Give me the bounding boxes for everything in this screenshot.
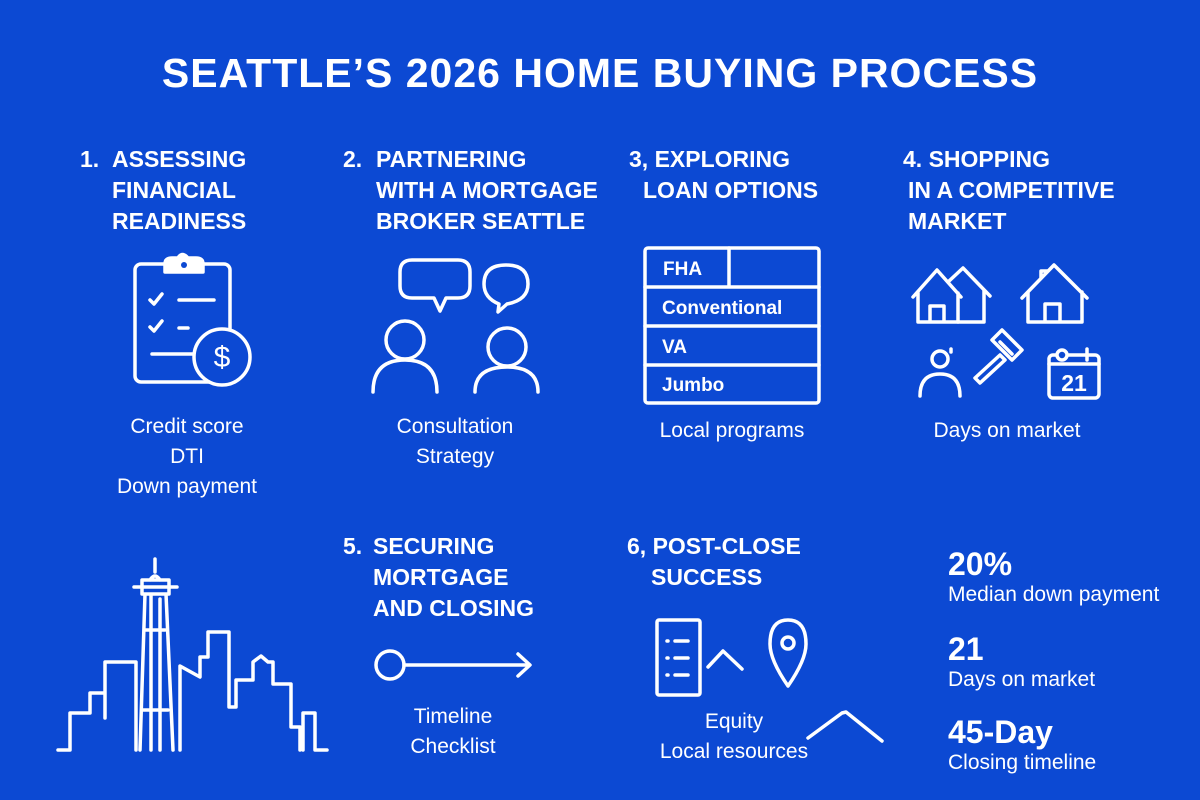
step-2-heading: 2. PARTNERING WITH A MORTGAGE BROKER SEA… — [343, 144, 598, 237]
loan-option-fha: FHA — [663, 259, 702, 280]
step-heading-line: FINANCIAL — [112, 177, 236, 203]
detail-item: Days on market — [933, 419, 1081, 442]
houses-gavel-calendar-icon: 21 — [911, 263, 1101, 400]
step-3-heading: 3, EXPLORING LOAN OPTIONS — [629, 144, 818, 206]
step-4-details: Days on market — [907, 416, 1107, 446]
stat-label: Days on market — [948, 668, 1096, 691]
seattle-skyline-icon — [56, 557, 329, 752]
step-5-details: Timeline Checklist — [353, 702, 553, 762]
step-heading-line: WITH A MORTGAGE — [376, 177, 598, 203]
step-heading-line: SUCCESS — [651, 564, 763, 590]
step-heading-line: AND CLOSING — [373, 595, 534, 621]
step-heading-line: READINESS — [112, 208, 247, 234]
step-heading-line: PARTNERING — [376, 146, 527, 172]
detail-item: Checklist — [410, 735, 496, 758]
stat-value: 45-Day — [948, 714, 1053, 750]
people-chat-icon — [371, 258, 540, 394]
loan-option-va: VA — [662, 337, 687, 358]
step-3-details: Local programs — [632, 416, 832, 446]
timeline-arrow-icon — [374, 649, 532, 681]
step-5-heading: 5. SECURING MORTGAGE AND CLOSING — [343, 531, 534, 624]
detail-item: Local programs — [659, 419, 805, 442]
loan-table: FHA Conventional VA Jumbo — [643, 246, 821, 405]
caret-icon — [706, 649, 744, 671]
step-heading-line: IN A COMPETITIVE — [908, 177, 1115, 203]
stat-label: Median down payment — [948, 583, 1160, 606]
step-number: 5. — [343, 533, 363, 559]
detail-item: Down payment — [116, 475, 258, 498]
step-heading-line: LOAN OPTIONS — [643, 177, 819, 203]
detail-item: Timeline — [413, 705, 493, 728]
step-number: 2. — [343, 146, 363, 172]
step-heading-line: BROKER SEATTLE — [376, 208, 586, 234]
step-6-heading: 6, POST-CLOSE SUCCESS — [627, 531, 801, 593]
clipboard-dollar-icon: $ — [133, 252, 252, 387]
stat-value: 21 — [948, 631, 984, 667]
document-location-icon — [655, 618, 808, 697]
gavel-icon — [973, 328, 1024, 385]
svg-text:$: $ — [214, 341, 231, 374]
step-heading-line: ASSESSING — [112, 146, 247, 172]
step-heading-line: EXPLORING — [654, 146, 791, 172]
stat-closing-timeline: 45-Day Closing timeline — [948, 714, 1096, 776]
step-4-heading: 4. SHOPPING IN A COMPETITIVE MARKET — [903, 144, 1115, 237]
document-icon — [655, 618, 702, 697]
detail-item: Equity — [704, 710, 764, 733]
house-icon — [1020, 263, 1089, 324]
step-6-details: Equity Local resources — [634, 707, 834, 767]
step-heading-line: POST-CLOSE — [652, 533, 801, 559]
step-number: 1. — [80, 146, 100, 172]
stat-days-on-market: 21 Days on market — [948, 631, 1095, 693]
stat-down-payment: 20% Median down payment — [948, 546, 1159, 608]
house-icon — [911, 268, 963, 324]
step-number: 3, — [629, 146, 649, 172]
step-number: 4. — [903, 146, 923, 172]
stat-label: Closing timeline — [948, 751, 1097, 774]
location-pin-icon — [768, 618, 808, 688]
person-icon — [930, 349, 950, 369]
step-heading-line: SHOPPING — [928, 146, 1050, 172]
mountain-icon — [806, 710, 884, 743]
step-number: 6, — [627, 533, 647, 559]
step-heading-line: MARKET — [908, 208, 1007, 234]
page-title: SEATTLE’S 2026 HOME BUYING PROCESS — [161, 50, 1039, 96]
detail-item: Credit score — [130, 415, 244, 438]
detail-item: Strategy — [415, 445, 495, 468]
step-1-details: Credit score DTI Down payment — [87, 412, 287, 502]
loan-option-conventional: Conventional — [662, 298, 782, 319]
step-heading-line: SECURING — [373, 533, 495, 559]
detail-item: Local resources — [659, 740, 809, 763]
loan-option-jumbo: Jumbo — [662, 375, 724, 396]
detail-item: Consultation — [396, 415, 514, 438]
calendar-day: 21 — [1061, 370, 1087, 396]
calendar-icon: 21 — [1047, 347, 1101, 400]
stat-value: 20% — [948, 546, 1013, 582]
detail-item: DTI — [170, 445, 204, 468]
step-1-heading: 1. ASSESSING FINANCIAL READINESS — [80, 144, 246, 237]
step-heading-line: MORTGAGE — [373, 564, 509, 590]
step-2-details: Consultation Strategy — [355, 412, 555, 472]
